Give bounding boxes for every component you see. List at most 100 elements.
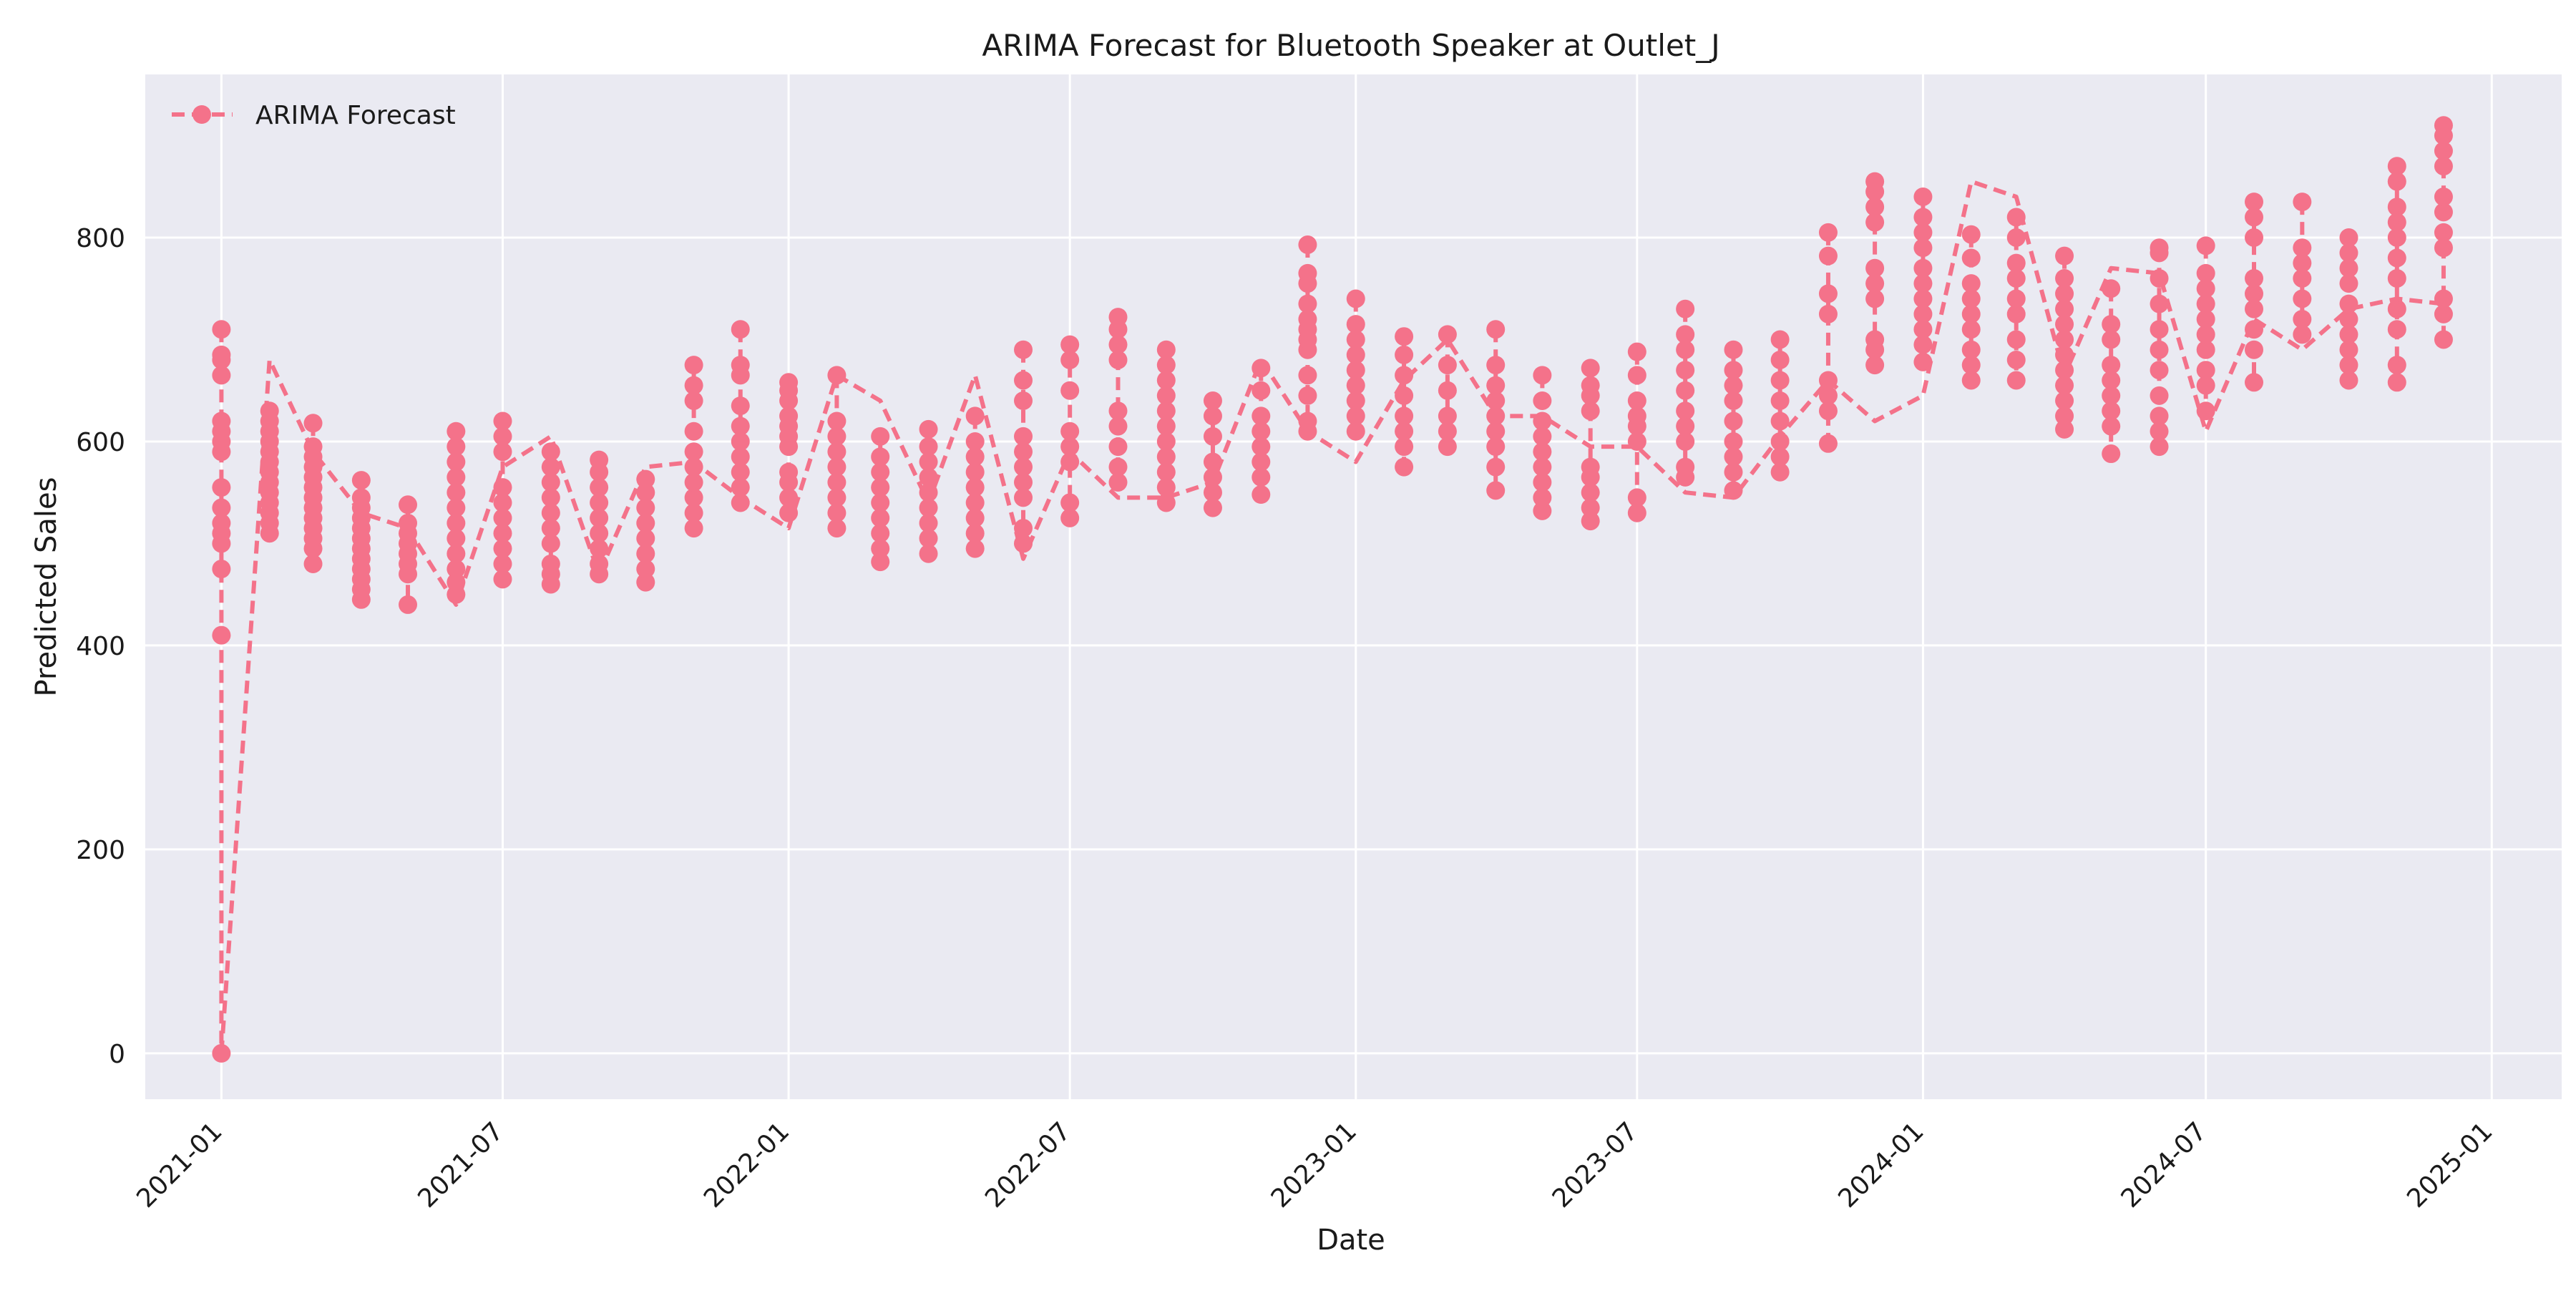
data-point (2102, 401, 2121, 421)
data-point (1581, 401, 1600, 421)
data-point (1533, 501, 1552, 520)
data-point (493, 493, 512, 512)
data-point (1156, 478, 1176, 497)
data-point (2055, 419, 2074, 439)
data-point (1486, 437, 1506, 457)
data-point (399, 495, 418, 515)
data-point (1913, 304, 1933, 323)
data-point (2055, 330, 2074, 349)
data-point (965, 406, 985, 426)
data-point (1581, 376, 1600, 395)
data-point (1818, 304, 1838, 323)
data-point (965, 508, 985, 527)
data-point (541, 519, 560, 538)
data-point (1298, 411, 1317, 431)
data-point (1298, 263, 1317, 283)
data-point (1395, 345, 1414, 364)
data-point (2102, 386, 2121, 405)
legend-label: ARIMA Forecast (255, 101, 456, 130)
data-point (1346, 289, 1365, 308)
data-point (1252, 359, 1271, 378)
data-point (2055, 406, 2074, 426)
data-point (731, 493, 750, 512)
data-point (1395, 327, 1414, 346)
data-point (1060, 381, 1080, 400)
data-point (2387, 172, 2406, 191)
data-point (1438, 406, 1457, 426)
data-point (1252, 381, 1271, 400)
data-point (399, 513, 418, 532)
data-point (1014, 534, 1033, 553)
data-point (2196, 236, 2215, 255)
data-point (399, 595, 418, 614)
data-point (636, 529, 655, 548)
data-point (2055, 246, 2074, 265)
data-point (2434, 223, 2453, 242)
data-point (1818, 401, 1838, 421)
data-point (1014, 391, 1033, 410)
data-point (2387, 228, 2406, 247)
data-point (1676, 432, 1695, 451)
data-point (871, 552, 890, 572)
data-point (1627, 342, 1646, 361)
data-point (2006, 350, 2026, 369)
data-point (2006, 304, 2026, 323)
data-point (1395, 457, 1414, 477)
data-point (2339, 371, 2358, 390)
data-point (2196, 279, 2215, 298)
data-point (1676, 325, 1695, 344)
data-point (1913, 258, 1933, 278)
data-point (2387, 198, 2406, 217)
data-point (447, 422, 466, 441)
chart-title: ARIMA Forecast for Bluetooth Speaker at … (982, 28, 1719, 63)
data-point (1060, 452, 1080, 472)
data-point (1156, 356, 1176, 375)
data-point (827, 488, 847, 507)
data-point (1581, 483, 1600, 502)
data-point (1203, 498, 1222, 517)
data-point (1961, 304, 1981, 323)
data-point (2387, 356, 2406, 375)
data-point (1298, 309, 1317, 328)
data-point (1014, 371, 1033, 390)
data-point (1486, 376, 1506, 395)
data-point (684, 376, 703, 395)
data-point (541, 442, 560, 462)
data-point (1395, 406, 1414, 426)
data-point (2102, 444, 2121, 464)
data-point (212, 345, 231, 364)
data-point (541, 554, 560, 573)
x-axis-label: Date (1317, 1224, 1385, 1257)
data-point (636, 483, 655, 502)
data-point (2293, 193, 2312, 212)
data-point (2245, 208, 2264, 227)
data-point (919, 529, 938, 548)
data-point (1438, 422, 1457, 441)
data-point (1108, 335, 1128, 354)
data-point (303, 437, 323, 457)
data-point (2006, 268, 2026, 288)
data-point (2055, 299, 2074, 318)
data-point (1913, 238, 1933, 258)
data-point (1913, 320, 1933, 339)
data-point (1627, 432, 1646, 451)
data-point (1865, 274, 1885, 293)
data-point (1818, 284, 1838, 303)
data-point (2150, 386, 2169, 405)
data-point (1014, 340, 1033, 359)
data-point (1533, 366, 1552, 385)
data-point (1724, 447, 1743, 467)
data-point (1203, 406, 1222, 426)
data-point (1818, 386, 1838, 405)
data-point (731, 320, 750, 339)
data-point (2293, 253, 2312, 273)
data-point (2339, 243, 2358, 263)
data-point (541, 472, 560, 492)
data-point (827, 411, 847, 431)
data-point (1865, 172, 1885, 191)
data-point (965, 478, 985, 497)
data-point (1961, 356, 1981, 375)
data-point (2293, 238, 2312, 258)
